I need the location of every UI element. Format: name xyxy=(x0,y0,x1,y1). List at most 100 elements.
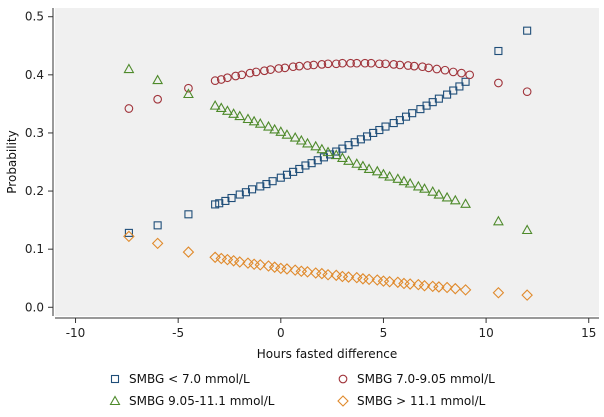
diamond-point xyxy=(449,282,462,295)
triangle-point xyxy=(357,160,369,171)
triangle-point xyxy=(316,143,328,154)
y-axis: 0.0 0.1 0.2 0.3 0.4 0.5 xyxy=(25,10,53,314)
triangle-point xyxy=(398,175,410,186)
square-point xyxy=(313,156,322,165)
square-point xyxy=(282,170,292,179)
triangle-point xyxy=(302,137,313,148)
circle-point xyxy=(184,83,193,93)
x-tick-label: -5 xyxy=(172,326,184,340)
square-point xyxy=(227,193,236,203)
triangle-point xyxy=(371,165,383,176)
triangle-point xyxy=(182,88,194,99)
triangle-point xyxy=(419,183,430,193)
circle-point xyxy=(457,68,466,78)
triangle-point xyxy=(378,168,389,179)
triangle-point xyxy=(322,146,334,157)
circle-point xyxy=(424,63,433,73)
diamond-point xyxy=(521,289,533,301)
square-point xyxy=(369,128,378,137)
square-point xyxy=(434,94,443,103)
circle-point xyxy=(352,58,362,68)
circle-point xyxy=(403,61,413,70)
circle-point xyxy=(266,65,275,74)
triangle-point xyxy=(281,129,293,139)
triangle-point xyxy=(209,100,221,110)
legend-label: SMBG < 7.0 mmol/L xyxy=(129,372,250,386)
diamond-point xyxy=(383,275,396,288)
square-point xyxy=(256,182,265,191)
square-point xyxy=(344,141,353,150)
y-tick-label: 0.5 xyxy=(25,10,44,24)
square-point xyxy=(449,86,458,95)
triangle-point xyxy=(449,194,461,205)
triangle-point xyxy=(427,186,439,196)
y-tick-label: 0.4 xyxy=(25,68,44,82)
legend-marker-diamond xyxy=(337,395,349,407)
diamond-point xyxy=(363,273,375,286)
circle-point xyxy=(223,73,232,83)
triangle-point xyxy=(289,131,301,142)
square-point xyxy=(381,122,390,131)
circle-point xyxy=(409,61,419,71)
square-point xyxy=(262,180,271,189)
circle-point xyxy=(237,70,247,80)
circle-point xyxy=(303,61,312,70)
circle-point xyxy=(338,58,347,68)
x-tick-label: 10 xyxy=(478,326,493,340)
triangle-point xyxy=(404,177,416,188)
y-axis-title: Probability xyxy=(5,130,19,193)
series-diamond xyxy=(123,230,533,301)
square-point xyxy=(494,46,503,56)
circle-point xyxy=(331,59,341,69)
legend-marker-triangle xyxy=(109,395,121,406)
circle-point xyxy=(395,60,405,70)
triangle-point xyxy=(254,118,266,128)
circle-point xyxy=(389,60,399,69)
legend: SMBG < 7.0 mmol/L SMBG 7.0-9.05 mmol/L SMB… xyxy=(109,372,495,408)
circle-point xyxy=(294,61,304,71)
circle-point xyxy=(366,58,376,68)
diamond-point xyxy=(123,230,135,243)
square-point xyxy=(153,221,162,230)
triangle-point xyxy=(460,198,472,208)
legend-label: SMBG 9.05-11.1 mmol/L xyxy=(129,394,275,408)
triangle-point xyxy=(221,105,233,115)
diamond-point xyxy=(492,286,505,299)
square-point xyxy=(523,26,532,35)
square-point xyxy=(276,173,285,182)
square-point xyxy=(215,199,224,208)
triangle-point xyxy=(330,149,342,160)
square-point xyxy=(241,188,250,197)
circle-point xyxy=(418,62,427,72)
triangle-point xyxy=(343,155,354,165)
circle-point xyxy=(440,65,450,75)
x-tick-label: 15 xyxy=(581,326,596,340)
circle-point xyxy=(210,76,220,85)
legend-label: SMBG 7.0-9.05 mmol/L xyxy=(357,372,495,386)
circle-point xyxy=(374,59,384,69)
circle-point xyxy=(448,67,458,77)
circle-point xyxy=(317,60,327,69)
circle-point xyxy=(465,70,475,80)
x-axis: -10 -5 0 5 10 15 xyxy=(66,318,596,340)
circle-point xyxy=(260,66,269,76)
square-point xyxy=(443,90,452,99)
triangle-point xyxy=(228,108,240,118)
circle-point xyxy=(216,75,226,84)
x-tick-label: 5 xyxy=(380,326,388,340)
triangle-point xyxy=(441,191,453,202)
circle-point xyxy=(251,67,261,77)
square-point xyxy=(268,177,277,186)
triangle-point xyxy=(363,163,375,174)
diamond-point xyxy=(441,281,453,294)
triangle-point xyxy=(263,120,274,131)
triangle-point xyxy=(123,63,135,74)
circle-point xyxy=(245,68,255,78)
square-point xyxy=(248,185,257,194)
triangle-point xyxy=(392,173,404,183)
legend-label: SMBG > 11.1 mmol/L xyxy=(357,394,486,408)
circle-point xyxy=(381,59,390,69)
square-point xyxy=(389,119,398,128)
triangle-point xyxy=(234,110,246,121)
